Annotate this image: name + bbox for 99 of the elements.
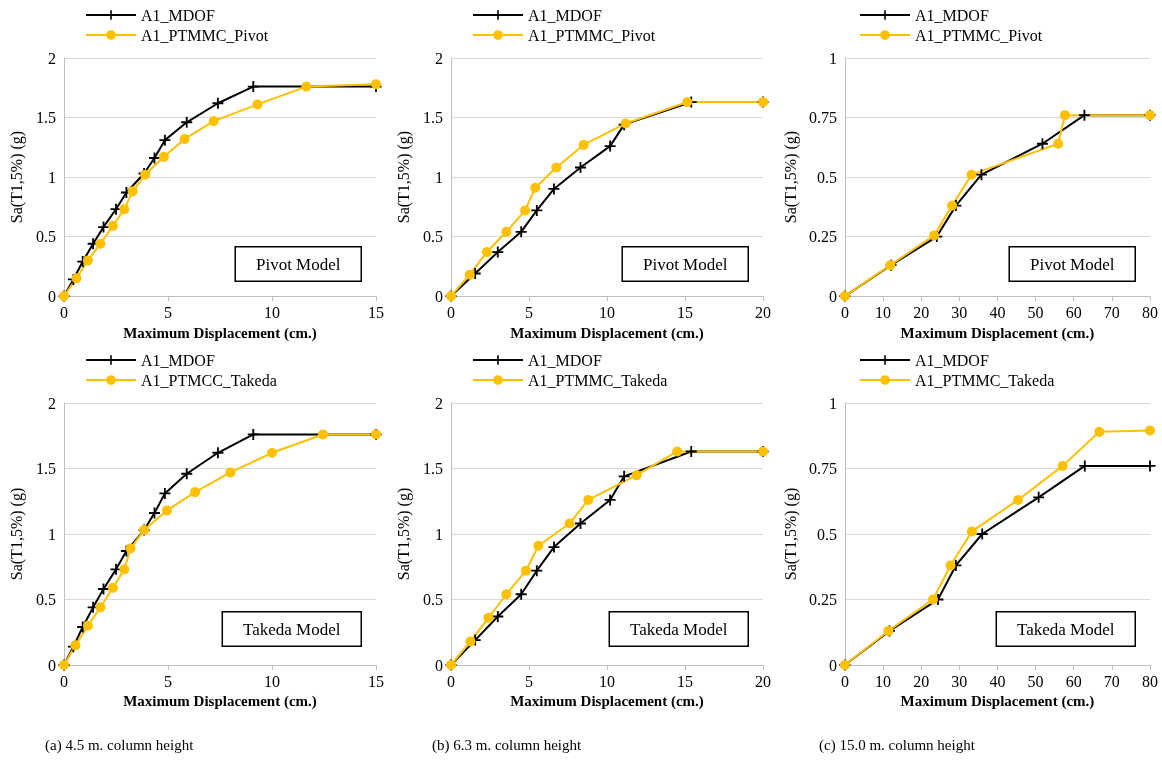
y-tick-label: 0.75 xyxy=(808,460,837,477)
y-tick-label: 0.5 xyxy=(423,591,443,608)
legend-label: A1_MDOF xyxy=(141,6,215,24)
annotation: Pivot Model xyxy=(255,254,341,274)
y-tick-label: 1 xyxy=(828,49,837,67)
x-tick-label: 80 xyxy=(1142,303,1158,321)
y-tick-label: 0.5 xyxy=(816,525,837,543)
y-tick-label: 2 xyxy=(435,49,443,67)
x-tick-label: 10 xyxy=(264,672,280,690)
legend-label: A1_PTMCC_Takeda xyxy=(141,371,277,389)
text: (b) 6.3 m. column height xyxy=(432,736,582,754)
annotation: Pivot Model xyxy=(642,254,728,274)
x-tick-label: 60 xyxy=(1065,303,1082,321)
y-axis-title: Sa(T1,5%) (g) xyxy=(394,487,413,581)
x-tick-label: 10 xyxy=(599,672,615,690)
legend-label: A1_PTMMC_Takeda xyxy=(915,371,1055,389)
legend-label: A1_PTMMC_Pivot xyxy=(141,26,269,44)
x-tick-label: 10 xyxy=(875,672,892,690)
y-axis-title: Sa(T1,5%) (g) xyxy=(781,487,800,581)
y-tick-label: 0 xyxy=(435,287,443,305)
annotation: Takeda Model xyxy=(1017,619,1115,639)
x-tick-label: 0 xyxy=(60,672,68,690)
y-tick-label: 1.5 xyxy=(423,460,443,477)
y-tick-label: 0.25 xyxy=(808,228,837,246)
x-tick-label: 50 xyxy=(1027,303,1044,321)
x-tick-label: 5 xyxy=(164,303,172,321)
x-tick-label: 20 xyxy=(913,303,930,321)
x-tick-label: 0 xyxy=(60,303,68,321)
x-tick-label: 15 xyxy=(677,672,693,690)
annotation: Pivot Model xyxy=(1029,254,1115,274)
y-tick-label: 2 xyxy=(48,49,56,67)
x-tick-label: 10 xyxy=(264,303,280,321)
y-tick-label: 2 xyxy=(48,394,56,412)
x-tick-label: 10 xyxy=(599,303,615,321)
x-tick-label: 30 xyxy=(951,303,968,321)
x-tick-label: 70 xyxy=(1103,303,1120,321)
legend-label: A1_PTMMC_Pivot xyxy=(528,26,656,44)
y-tick-label: 2 xyxy=(435,394,443,412)
y-tick-label: 1.5 xyxy=(423,109,443,127)
x-axis-title: Maximum Displacement (cm.) xyxy=(900,324,1095,342)
y-tick-label: 0.75 xyxy=(808,109,837,127)
y-axis-title: Sa(T1,5%) (g) xyxy=(7,487,26,581)
x-tick-label: 10 xyxy=(875,303,892,321)
y-axis-title: Sa(T1,5%) (g) xyxy=(394,130,413,224)
x-tick-label: 30 xyxy=(951,672,968,690)
x-tick-label: 40 xyxy=(989,303,1006,321)
x-tick-label: 0 xyxy=(447,303,455,321)
x-tick-label: 20 xyxy=(913,672,930,690)
legend-label: A1_MDOF xyxy=(915,351,989,369)
y-tick-label: 1 xyxy=(48,168,56,186)
y-axis-title: Sa(T1,5%) (g) xyxy=(7,130,26,224)
legend-label: A1_PTMMC_Pivot xyxy=(915,26,1043,44)
x-tick-label: 40 xyxy=(989,672,1006,690)
x-tick-label: 80 xyxy=(1142,672,1158,690)
x-tick-label: 0 xyxy=(447,672,455,690)
y-tick-label: 0 xyxy=(828,656,837,674)
legend-label: A1_PTMMC_Takeda xyxy=(528,371,668,389)
x-tick-label: 5 xyxy=(525,303,533,321)
x-tick-label: 15 xyxy=(368,303,384,321)
y-tick-label: 1.5 xyxy=(36,109,56,127)
y-tick-label: 0.5 xyxy=(816,168,837,186)
x-tick-label: 5 xyxy=(525,672,533,690)
y-tick-label: 0.25 xyxy=(808,591,837,608)
x-tick-label: 0 xyxy=(840,672,849,690)
y-tick-label: 0 xyxy=(48,656,56,674)
x-tick-label: 20 xyxy=(755,672,771,690)
x-tick-label: 15 xyxy=(677,303,693,321)
x-tick-label: 5 xyxy=(164,672,172,690)
legend-label: A1_MDOF xyxy=(528,6,602,24)
x-tick-label: 15 xyxy=(368,672,384,690)
y-tick-label: 0.5 xyxy=(36,228,56,246)
y-tick-label: 0.5 xyxy=(36,591,56,608)
x-axis-title: Maximum Displacement (cm.) xyxy=(123,693,317,711)
y-axis-title: Sa(T1,5%) (g) xyxy=(781,130,800,224)
y-tick-label: 1 xyxy=(435,525,443,543)
y-tick-label: 1 xyxy=(828,394,837,412)
x-axis-title: Maximum Displacement (cm.) xyxy=(900,693,1095,711)
x-tick-label: 0 xyxy=(840,303,849,321)
x-tick-label: 20 xyxy=(755,303,771,321)
x-tick-label: 70 xyxy=(1103,672,1120,690)
y-tick-label: 1.5 xyxy=(36,460,56,477)
y-tick-label: 1 xyxy=(435,168,443,186)
text: (c) 15.0 m. column height xyxy=(819,736,976,754)
y-tick-label: 1 xyxy=(48,525,56,543)
y-tick-label: 0 xyxy=(435,656,443,674)
annotation: Takeda Model xyxy=(630,619,728,639)
x-axis-title: Maximum Displacement (cm.) xyxy=(123,324,317,342)
legend-label: A1_MDOF xyxy=(528,351,602,369)
y-tick-label: 0 xyxy=(828,287,837,305)
x-tick-label: 60 xyxy=(1065,672,1082,690)
y-tick-label: 0 xyxy=(48,287,56,305)
text: (a) 4.5 m. column height xyxy=(45,736,195,754)
y-tick-label: 0.5 xyxy=(423,228,443,246)
x-tick-label: 50 xyxy=(1027,672,1044,690)
legend-label: A1_MDOF xyxy=(141,351,215,369)
x-axis-title: Maximum Displacement (cm.) xyxy=(510,693,704,711)
legend-label: A1_MDOF xyxy=(915,6,989,24)
x-axis-title: Maximum Displacement (cm.) xyxy=(510,324,704,342)
annotation: Takeda Model xyxy=(243,619,341,639)
